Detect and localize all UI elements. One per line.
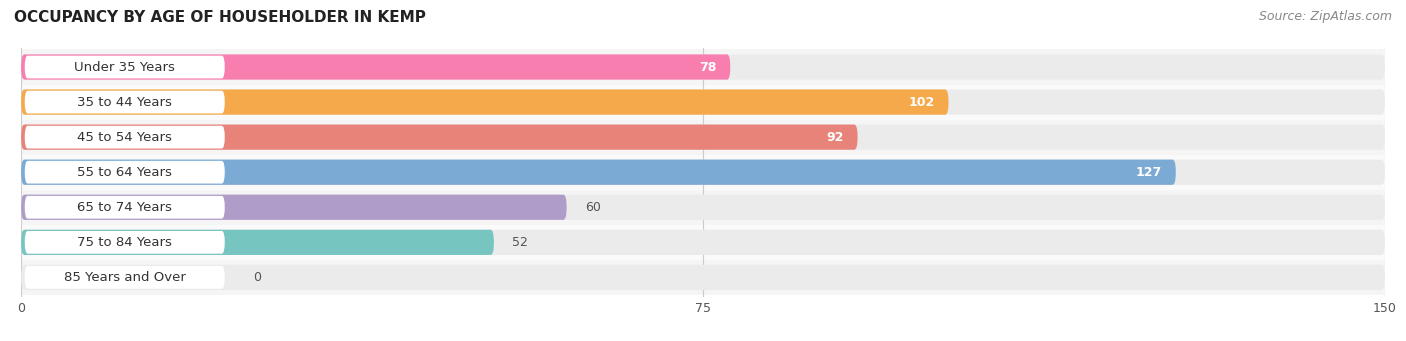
Text: 75 to 84 Years: 75 to 84 Years: [77, 236, 172, 249]
FancyBboxPatch shape: [21, 195, 1385, 220]
Bar: [21, 155, 1385, 190]
Bar: [21, 190, 1385, 225]
Text: Source: ZipAtlas.com: Source: ZipAtlas.com: [1258, 10, 1392, 23]
FancyBboxPatch shape: [21, 55, 730, 80]
Text: 102: 102: [908, 95, 935, 108]
Text: 55 to 64 Years: 55 to 64 Years: [77, 166, 172, 179]
Text: 127: 127: [1136, 166, 1163, 179]
Text: 92: 92: [827, 131, 844, 144]
FancyBboxPatch shape: [25, 231, 225, 254]
Text: 45 to 54 Years: 45 to 54 Years: [77, 131, 172, 144]
Bar: [21, 225, 1385, 260]
FancyBboxPatch shape: [21, 124, 858, 150]
FancyBboxPatch shape: [25, 161, 225, 183]
Bar: [21, 120, 1385, 155]
FancyBboxPatch shape: [21, 160, 1385, 185]
Text: OCCUPANCY BY AGE OF HOUSEHOLDER IN KEMP: OCCUPANCY BY AGE OF HOUSEHOLDER IN KEMP: [14, 10, 426, 25]
Text: Under 35 Years: Under 35 Years: [75, 60, 176, 74]
Text: 85 Years and Over: 85 Years and Over: [63, 271, 186, 284]
Text: 35 to 44 Years: 35 to 44 Years: [77, 95, 172, 108]
FancyBboxPatch shape: [21, 230, 494, 255]
FancyBboxPatch shape: [21, 230, 1385, 255]
FancyBboxPatch shape: [21, 265, 1385, 290]
Text: 78: 78: [699, 60, 717, 74]
FancyBboxPatch shape: [25, 196, 225, 219]
FancyBboxPatch shape: [21, 124, 1385, 150]
FancyBboxPatch shape: [21, 89, 1385, 115]
Text: 60: 60: [585, 201, 600, 214]
Bar: [21, 49, 1385, 85]
FancyBboxPatch shape: [21, 89, 949, 115]
FancyBboxPatch shape: [21, 195, 567, 220]
FancyBboxPatch shape: [21, 160, 1175, 185]
Text: 0: 0: [253, 271, 262, 284]
FancyBboxPatch shape: [25, 91, 225, 114]
FancyBboxPatch shape: [25, 266, 225, 289]
FancyBboxPatch shape: [25, 56, 225, 78]
Bar: [21, 85, 1385, 120]
Text: 52: 52: [512, 236, 527, 249]
FancyBboxPatch shape: [21, 55, 1385, 80]
Text: 65 to 74 Years: 65 to 74 Years: [77, 201, 172, 214]
FancyBboxPatch shape: [25, 126, 225, 148]
Bar: [21, 260, 1385, 295]
